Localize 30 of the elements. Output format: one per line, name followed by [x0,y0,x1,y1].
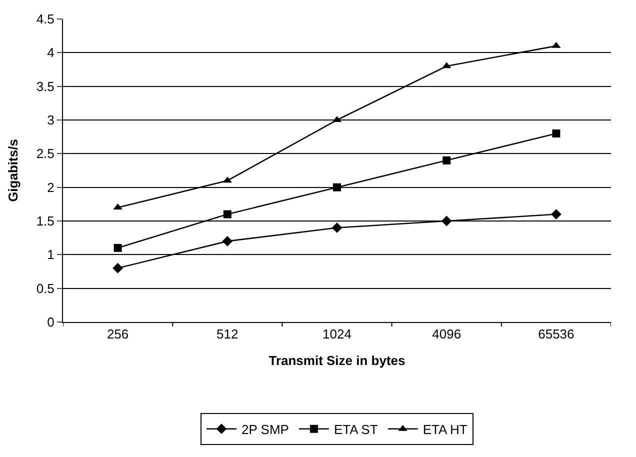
point [222,236,233,246]
y-tick-label: 0.5 [36,280,54,296]
y-tick-label: 3 [47,112,54,128]
y-tick-label: 1.5 [36,214,54,229]
x-tick-label: 4096 [432,326,462,342]
x-tick-label: 512 [216,326,238,342]
y-tick-label: 2 [47,180,54,195]
y-tick-label: 4 [47,45,54,60]
point [441,216,452,226]
point [112,262,123,274]
y-tick-label: 4.5 [36,12,54,27]
legend-label: ETA ST [334,422,378,437]
x-tick-label: 1024 [322,326,352,342]
legend-label: 2P SMP [242,422,289,437]
y-axis-title: Gigabits/s [5,139,20,202]
x-tick-label: 65536 [538,326,574,342]
point [332,222,342,233]
y-tick-label: 0 [47,314,54,330]
point [114,244,122,252]
x-axis-title: Transmit Size in bytes [268,353,406,368]
legend-label: ETA HT [422,422,468,437]
y-tick-label: 2.5 [36,146,54,162]
y-tick-label: 1 [47,247,54,262]
x-tick-label: 256 [106,326,129,342]
point [442,156,451,164]
point [552,129,560,138]
point [223,210,232,218]
y-tick-label: 3.5 [36,78,54,94]
point [551,209,562,220]
point [333,183,341,192]
